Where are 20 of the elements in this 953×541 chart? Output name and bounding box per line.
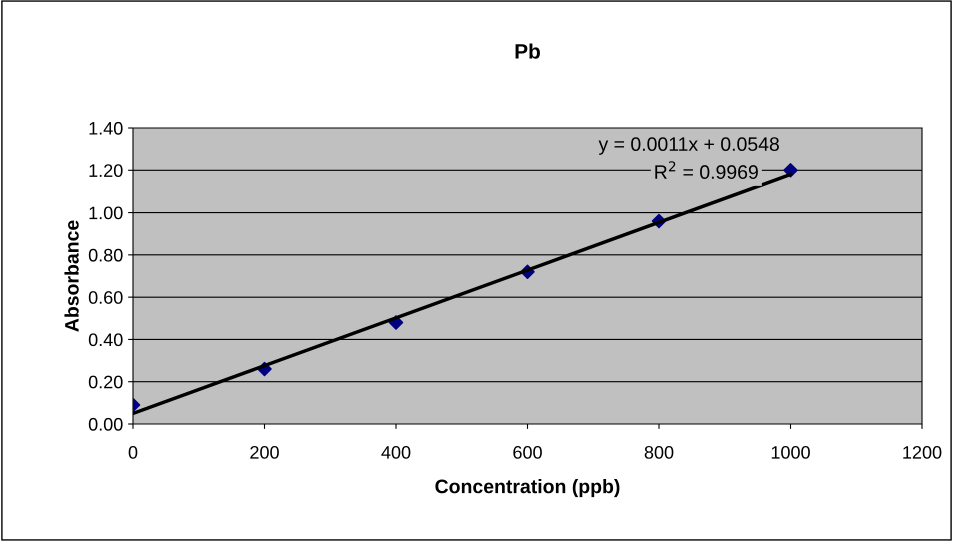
x-tick-label: 0 [128,446,138,459]
x-tick-label: 1000 [772,446,810,459]
y-tick-label: 0.80 [88,248,123,262]
y-axis-title: Absorbance [64,220,79,332]
y-tick-label: 1.40 [90,122,123,135]
annotation: R$^{2}$ = 0.9969 [655,161,758,179]
x-tick-label: 600 [513,446,542,459]
x-tick-label: 800 [644,446,674,459]
x-axis-title: Concentration (ppb) [435,479,620,498]
y-tick-label: 1.20 [90,164,123,178]
x-tick-label: 200 [250,446,279,459]
y-tick-label: 0.20 [88,376,123,388]
y-tick-label: 0.00 [88,418,123,431]
x-tick-label: 1200 [903,446,942,459]
y-tick-label: 0.40 [88,333,123,346]
y-tick-label: 0.60 [88,291,123,304]
x-tick-label: 400 [381,446,410,459]
chart-title: Pb [516,43,540,59]
annotation: y = 0.0011x + 0.0548 [598,137,779,155]
y-tick-label: 1.00 [90,206,123,220]
